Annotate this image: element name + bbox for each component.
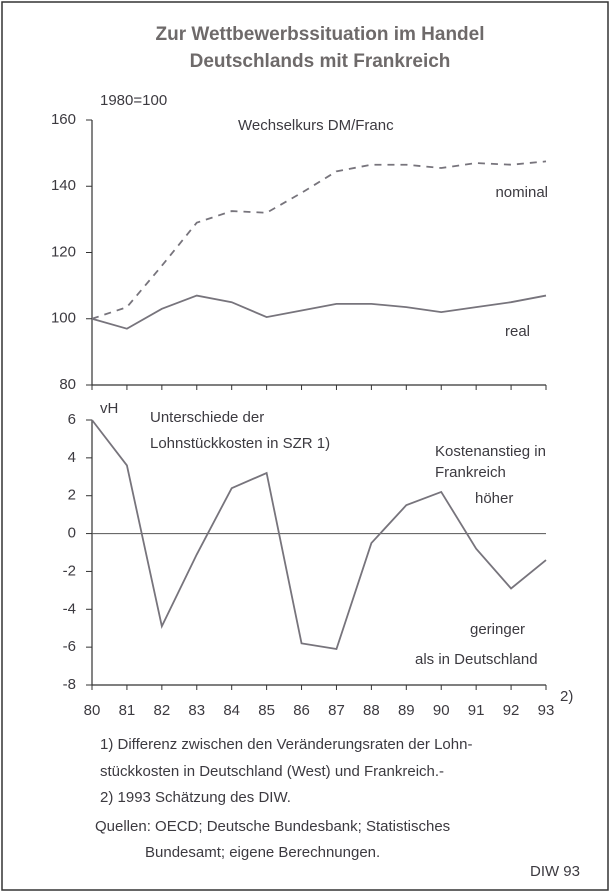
y-tick-label: 160 — [51, 111, 76, 128]
y-tick-label: 120 — [51, 243, 76, 260]
annotation: 2) — [560, 688, 573, 705]
x-tick-label: 92 — [503, 702, 520, 719]
annotation: 1980=100 — [100, 92, 167, 109]
y-tick-label: -6 — [63, 638, 76, 655]
note: 2) 1993 Schätzung des DIW. — [100, 789, 291, 806]
annotation: Unterschiede der — [150, 409, 264, 426]
series-line — [91, 294, 547, 330]
series-line — [91, 419, 547, 651]
y-tick-label: 100 — [51, 310, 76, 327]
series-label: nominal — [495, 184, 548, 201]
x-tick-label: 89 — [398, 702, 415, 719]
x-tick-label: 84 — [223, 702, 240, 719]
y-tick-label: 80 — [59, 376, 76, 393]
x-tick-label: 90 — [433, 702, 450, 719]
y-tick-label: 4 — [68, 449, 76, 466]
y-tick-label: 2 — [68, 487, 76, 504]
annotation: Wechselkurs DM/Franc — [238, 117, 394, 134]
annotation: als in Deutschland — [415, 651, 538, 668]
x-tick-label: 86 — [293, 702, 310, 719]
annotation: höher — [475, 490, 513, 507]
source: Bundesamt; eigene Berechnungen. — [145, 844, 380, 861]
source: Quellen: OECD; Deutsche Bundesbank; Stat… — [95, 818, 450, 835]
x-tick-label: 80 — [84, 702, 101, 719]
series-line — [91, 160, 547, 320]
x-tick-label: 82 — [154, 702, 171, 719]
x-tick-label: 91 — [468, 702, 485, 719]
y-tick-label: -2 — [63, 562, 76, 579]
x-tick-label: 87 — [328, 702, 345, 719]
y-tick-label: 0 — [68, 525, 76, 542]
x-tick-label: 93 — [538, 702, 555, 719]
y-tick-label: 140 — [51, 177, 76, 194]
x-tick-label: 88 — [363, 702, 380, 719]
annotation: Lohnstückkosten in SZR 1) — [150, 435, 330, 452]
credit: DIW 93 — [530, 863, 580, 880]
chart-title: Deutschlands mit Frankreich — [190, 51, 451, 72]
y-tick-label: -8 — [63, 676, 76, 693]
annotation: geringer — [470, 621, 525, 638]
note: 1) Differenz zwischen den Veränderungsra… — [100, 736, 472, 753]
x-tick-label: 85 — [258, 702, 275, 719]
note: stückkosten in Deutschland (West) und Fr… — [100, 763, 444, 780]
chart-title: Zur Wettbewerbssituation im Handel — [155, 24, 484, 45]
annotation: vH — [100, 400, 118, 417]
x-tick-label: 83 — [188, 702, 205, 719]
x-tick-label: 81 — [119, 702, 136, 719]
y-tick-label: 6 — [68, 411, 76, 428]
annotation: Kostenanstieg in — [435, 443, 546, 460]
annotation: Frankreich — [435, 464, 506, 481]
y-tick-label: -4 — [63, 600, 76, 617]
series-label: real — [505, 323, 530, 340]
